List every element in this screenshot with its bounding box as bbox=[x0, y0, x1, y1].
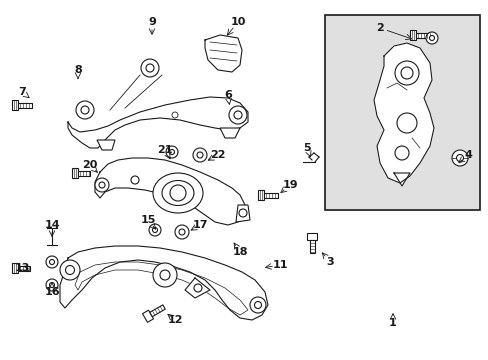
Circle shape bbox=[172, 112, 178, 118]
Circle shape bbox=[456, 154, 463, 162]
Polygon shape bbox=[373, 43, 433, 183]
Text: 3: 3 bbox=[325, 257, 333, 267]
Polygon shape bbox=[12, 263, 18, 273]
Circle shape bbox=[60, 260, 80, 280]
Ellipse shape bbox=[162, 180, 194, 206]
Polygon shape bbox=[220, 128, 240, 138]
Polygon shape bbox=[258, 190, 264, 200]
Text: 9: 9 bbox=[148, 17, 156, 27]
Text: 5: 5 bbox=[303, 143, 310, 153]
Circle shape bbox=[165, 146, 178, 158]
Circle shape bbox=[239, 209, 246, 217]
Text: 17: 17 bbox=[192, 220, 207, 230]
Polygon shape bbox=[236, 205, 249, 222]
Text: 16: 16 bbox=[44, 287, 60, 297]
Bar bbox=[325, 15, 479, 210]
Circle shape bbox=[169, 149, 174, 154]
Polygon shape bbox=[393, 173, 409, 186]
Polygon shape bbox=[68, 97, 247, 148]
Polygon shape bbox=[149, 305, 165, 317]
Polygon shape bbox=[204, 35, 242, 72]
Circle shape bbox=[152, 228, 157, 233]
Polygon shape bbox=[12, 100, 18, 110]
Circle shape bbox=[141, 59, 159, 77]
Circle shape bbox=[396, 113, 416, 133]
Circle shape bbox=[179, 229, 184, 235]
Circle shape bbox=[170, 185, 185, 201]
Polygon shape bbox=[264, 193, 278, 198]
Polygon shape bbox=[306, 233, 316, 240]
Text: 4: 4 bbox=[463, 150, 471, 160]
Polygon shape bbox=[409, 30, 415, 40]
Polygon shape bbox=[309, 240, 314, 253]
Polygon shape bbox=[95, 158, 244, 225]
Circle shape bbox=[234, 111, 242, 119]
Circle shape bbox=[194, 284, 202, 292]
Circle shape bbox=[394, 146, 408, 160]
Ellipse shape bbox=[153, 173, 203, 213]
Circle shape bbox=[228, 106, 246, 124]
Text: 14: 14 bbox=[44, 220, 60, 230]
Circle shape bbox=[49, 260, 54, 265]
Circle shape bbox=[175, 225, 189, 239]
Text: 20: 20 bbox=[82, 160, 98, 170]
Circle shape bbox=[400, 67, 412, 79]
Circle shape bbox=[46, 279, 58, 291]
Circle shape bbox=[99, 182, 105, 188]
Polygon shape bbox=[18, 103, 32, 108]
Polygon shape bbox=[142, 310, 153, 322]
Circle shape bbox=[76, 101, 94, 119]
Polygon shape bbox=[97, 140, 115, 150]
Circle shape bbox=[153, 263, 177, 287]
Text: 11: 11 bbox=[272, 260, 287, 270]
Text: 8: 8 bbox=[74, 65, 81, 75]
Circle shape bbox=[197, 152, 203, 158]
Circle shape bbox=[81, 106, 89, 114]
Circle shape bbox=[428, 36, 434, 40]
Text: 13: 13 bbox=[14, 263, 30, 273]
Polygon shape bbox=[60, 246, 267, 320]
Circle shape bbox=[46, 256, 58, 268]
Text: 7: 7 bbox=[18, 87, 26, 97]
Polygon shape bbox=[18, 266, 30, 270]
Text: 15: 15 bbox=[140, 215, 155, 225]
Text: 10: 10 bbox=[230, 17, 245, 27]
Circle shape bbox=[193, 148, 206, 162]
Text: 19: 19 bbox=[282, 180, 297, 190]
Circle shape bbox=[146, 64, 154, 72]
Circle shape bbox=[65, 266, 74, 274]
Circle shape bbox=[254, 302, 261, 309]
Text: 21: 21 bbox=[157, 145, 172, 155]
Circle shape bbox=[131, 176, 139, 184]
Polygon shape bbox=[184, 278, 209, 298]
Circle shape bbox=[394, 61, 418, 85]
Polygon shape bbox=[78, 171, 90, 175]
Polygon shape bbox=[415, 32, 431, 37]
Text: 12: 12 bbox=[167, 315, 183, 325]
Text: 18: 18 bbox=[232, 247, 247, 257]
Circle shape bbox=[149, 224, 161, 236]
Text: 2: 2 bbox=[375, 23, 383, 33]
Circle shape bbox=[160, 270, 170, 280]
Circle shape bbox=[425, 32, 437, 44]
Text: 6: 6 bbox=[224, 90, 231, 100]
Text: 1: 1 bbox=[388, 318, 396, 328]
Polygon shape bbox=[72, 168, 78, 178]
Circle shape bbox=[95, 178, 109, 192]
Circle shape bbox=[249, 297, 265, 313]
Circle shape bbox=[451, 150, 467, 166]
Circle shape bbox=[49, 283, 54, 288]
Text: 22: 22 bbox=[210, 150, 225, 160]
